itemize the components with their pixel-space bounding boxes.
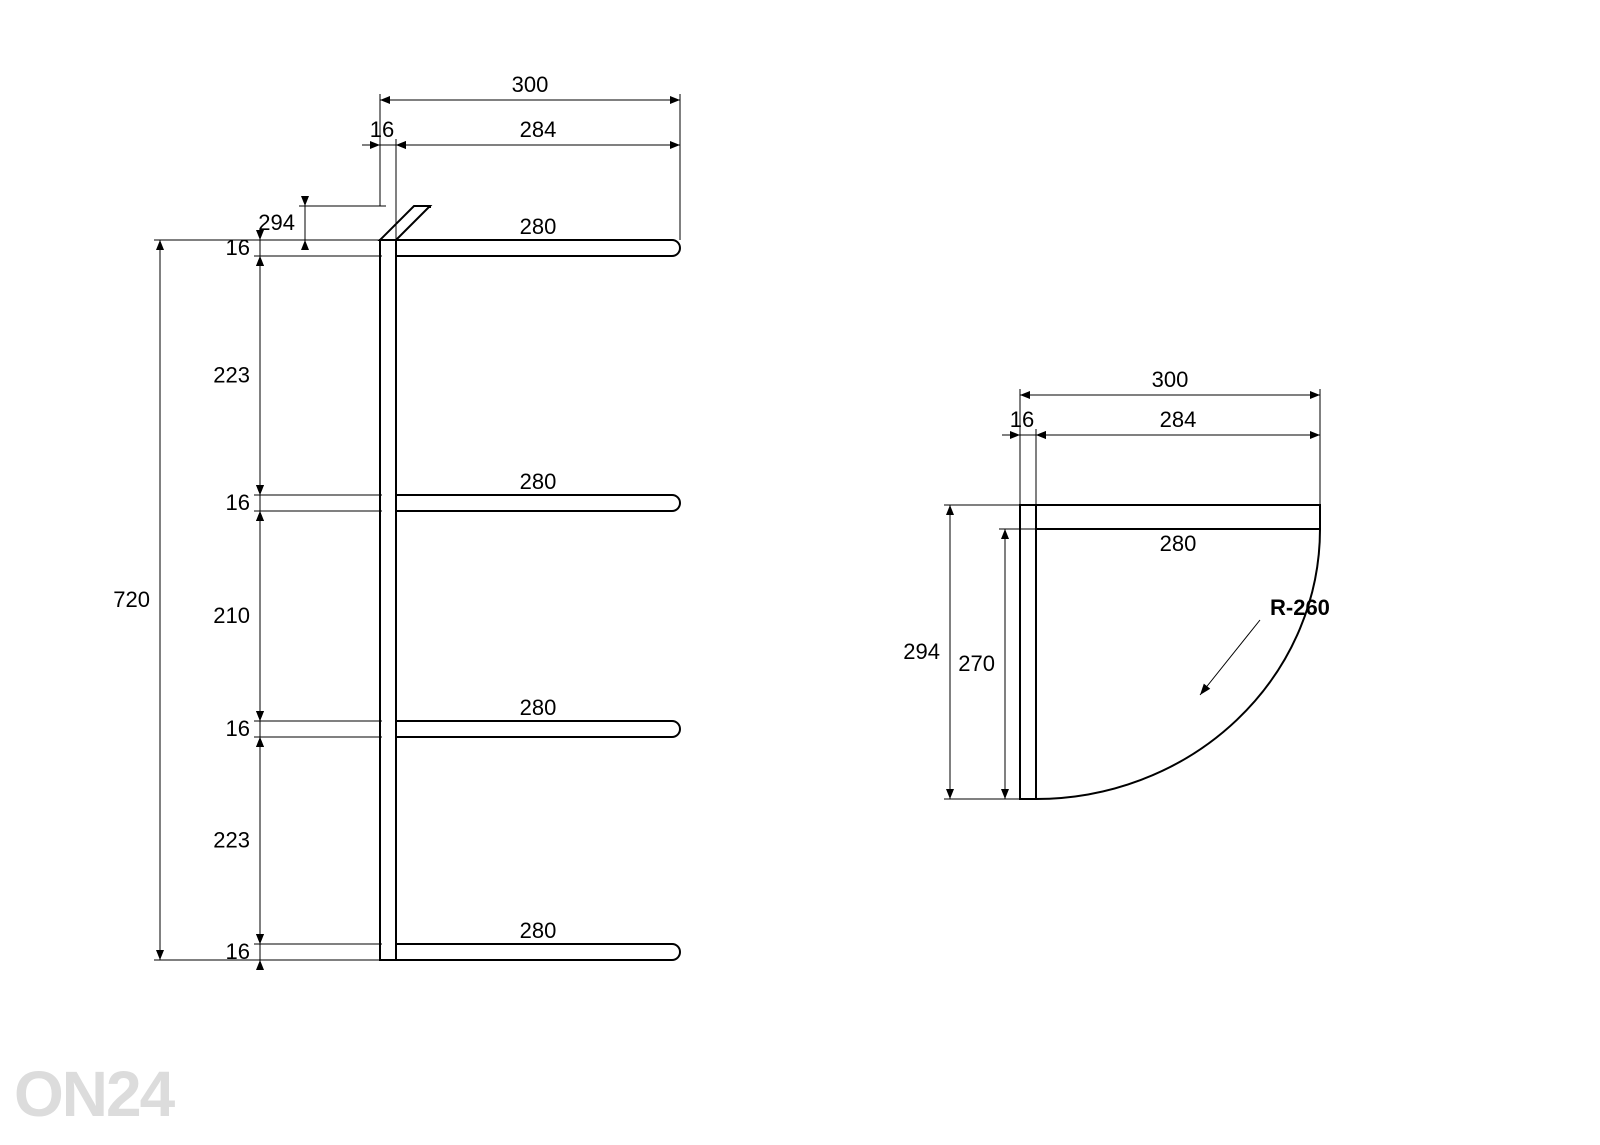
front-elevation: 280 280 280 280 300 16 284 294 720 16 223 16 210 16 22… [113,72,680,970]
dimension-text: 16 [1010,407,1034,432]
dimension-text: 300 [512,72,549,97]
dimension-text: 16 [226,716,250,741]
dimension-text: 16 [226,939,250,964]
watermark: ON24 [14,1057,173,1131]
dimension-text: 300 [1152,367,1189,392]
dimension-text: R-260 [1270,595,1330,620]
dimension-text: 223 [213,828,250,853]
dimension-text: 284 [520,117,557,142]
dimension-text: 294 [258,210,295,235]
dimension-text: 284 [1160,407,1197,432]
dimension-text: 280 [520,695,557,720]
dimension-text: 210 [213,603,250,628]
dimension-text: 16 [226,490,250,515]
dimension-text: 280 [520,214,557,239]
technical-drawing: 280 280 280 280 300 16 284 294 720 16 223 16 210 16 22… [0,0,1600,1145]
dimension-text: 16 [226,235,250,260]
dimension-text: 223 [213,363,250,388]
top-view: 280 R-260 300 16 284 294 270 [903,367,1330,799]
dimension-text: 16 [370,117,394,142]
dimension-text: 720 [113,587,150,612]
dimension-text: 280 [520,469,557,494]
dimension-text: 270 [958,651,995,676]
dimension-text: 280 [1160,531,1197,556]
dimension-text: 280 [520,918,557,943]
dimension-text: 294 [903,639,940,664]
